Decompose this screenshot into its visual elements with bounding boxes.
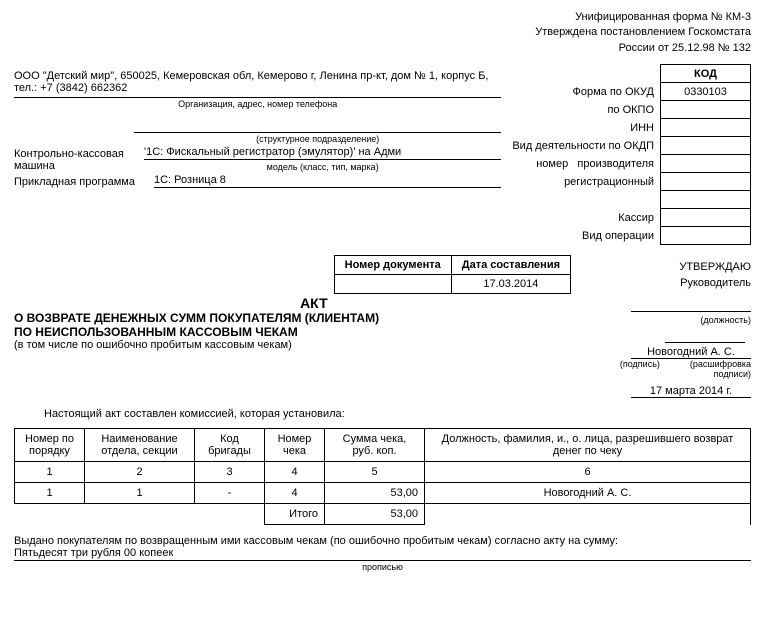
okud-value: 0330103 (661, 83, 751, 101)
akt-title: АКТ (14, 295, 334, 311)
num-3: 3 (195, 462, 265, 483)
th-5: Сумма чека, руб. коп. (325, 429, 425, 462)
doc-header-table: Номер документа Дата составления 17.03.2… (334, 255, 571, 294)
num-5: 5 (325, 462, 425, 483)
footer-line1: Выдано покупателям по возвращенным ими к… (14, 535, 751, 547)
code-grid: КОД Форма по ОКУД0330103 по ОКПО ИНН Вид… (511, 64, 751, 245)
kkm-label-1: Контрольно-кассовая (14, 148, 144, 160)
dolzhnost-caption: (должность) (581, 315, 751, 325)
podpis-caption: (подпись) (620, 359, 660, 369)
row-4: 4 (265, 483, 325, 504)
model-caption: модель (класс, тип, марка) (144, 162, 501, 172)
main-table: Номер по порядку Наименование отдела, се… (14, 428, 751, 525)
th-3: Код бригады (195, 429, 265, 462)
intro-text: Настоящий акт составлен комиссией, котор… (44, 408, 751, 420)
footer-line2: Пятьдесят три рубля 00 копеек (14, 547, 751, 561)
approve-role: Руководитель (581, 277, 751, 289)
okdp-label: Вид деятельности по ОКДП (511, 137, 660, 155)
inn-label: ИНН (511, 119, 660, 137)
row-6: Новогодний А. С. (425, 483, 751, 504)
vidop-label: Вид операции (511, 227, 660, 245)
org-caption: Организация, адрес, номер телефона (14, 99, 501, 109)
num-2: 2 (85, 462, 195, 483)
prog-value: 1С: Розница 8 (154, 174, 501, 188)
th-1: Номер по порядку (15, 429, 85, 462)
th-6: Должность, фамилия, и., о. лица, разреши… (425, 429, 751, 462)
kkm-label-2: машина (14, 160, 144, 172)
doc-num-value (334, 275, 451, 294)
itogo-label: Итого (265, 504, 325, 525)
nomer-label: номер (536, 158, 568, 170)
sign-name: Новогодний А. С. (631, 346, 751, 359)
okpo-label: по ОКПО (511, 101, 660, 119)
doc-date-value: 17.03.2014 (451, 275, 570, 294)
proizvod-label: производителя (577, 158, 654, 170)
itogo-value: 53,00 (325, 504, 425, 525)
struct-caption: (структурное подразделение) (134, 134, 501, 144)
th-4: Номер чека (265, 429, 325, 462)
akt-sub3: (в том числе по ошибочно пробитым кассов… (14, 339, 571, 351)
registr-label: регистрационный (511, 173, 660, 191)
num-4: 4 (265, 462, 325, 483)
form-no: Унифицированная форма № КМ-3 (14, 10, 751, 25)
sign-caption: (расшифровка подписи) (690, 359, 751, 379)
kod-label: КОД (661, 65, 751, 83)
approve-label: УТВЕРЖДАЮ (581, 261, 751, 273)
akt-sub2: ПО НЕИСПОЛЬЗОВАННЫМ КАССОВЫМ ЧЕКАМ (14, 325, 571, 339)
row-2: 1 (85, 483, 195, 504)
doc-date-label: Дата составления (451, 256, 570, 275)
footer-caption: прописью (14, 562, 751, 572)
th-2: Наименование отдела, секции (85, 429, 195, 462)
form-approved: Утверждена постановлением Госкомстата (14, 25, 751, 40)
num-1: 1 (15, 462, 85, 483)
form-russia: России от 25.12.98 № 132 (14, 41, 751, 56)
num-6: 6 (425, 462, 751, 483)
row-5: 53,00 (325, 483, 425, 504)
kkm-value: '1С: Фискальный регистратор (эмулятор)' … (144, 146, 501, 160)
row-3: - (195, 483, 265, 504)
okud-label: Форма по ОКУД (511, 83, 660, 101)
form-header: Унифицированная форма № КМ-3 Утверждена … (14, 10, 751, 56)
doc-num-label: Номер документа (334, 256, 451, 275)
prog-label: Прикладная программа (14, 176, 154, 188)
kassir-label: Кассир (511, 209, 660, 227)
row-1: 1 (15, 483, 85, 504)
org-line: ООО "Детский мир", 650025, Кемеровская о… (14, 70, 501, 98)
akt-sub1: О ВОЗВРАТЕ ДЕНЕЖНЫХ СУММ ПОКУПАТЕЛЯМ (КЛ… (14, 311, 571, 325)
approve-date: 17 марта 2014 г. (631, 385, 751, 398)
